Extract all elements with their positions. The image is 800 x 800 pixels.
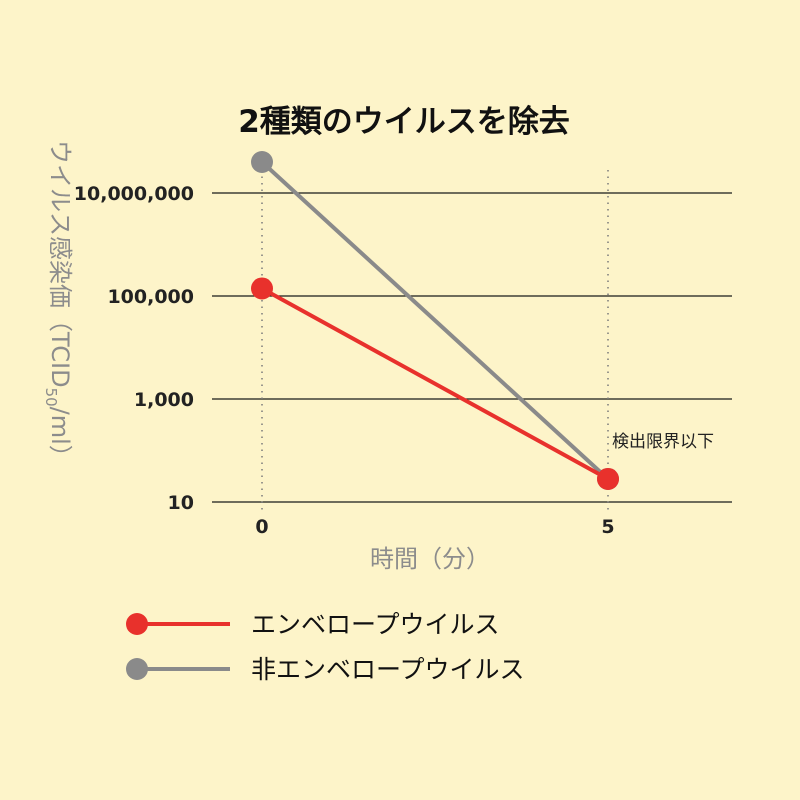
x-tick-label: 0 [255,516,268,538]
series-line-non-envelope [260,159,610,481]
legend-label-non-envelope: 非エンベロープウイルス [251,655,525,684]
y-tick-labels: 10 1,000 100,000 10,000,000 [74,183,194,514]
vertical-guides [261,170,609,510]
data-point-envelope [251,277,273,300]
series-lines [260,159,610,481]
legend-label-envelope: エンベロープウイルス [251,610,500,639]
y-axis-label: ウイルス感染価（TCID50/ml） [42,140,74,469]
series-line-envelope [260,286,610,481]
series-markers [251,150,619,490]
y-tick-label: 1,000 [134,389,194,411]
chart-title: 2種類のウイルスを除去 [238,104,570,140]
legend-item-envelope: エンベロープウイルス [126,610,500,639]
legend: エンベロープウイルス 非エンベロープウイルス [126,610,525,684]
grid-lines [212,192,732,503]
x-tick-label: 5 [601,516,614,538]
y-tick-label: 10 [168,492,194,514]
legend-marker-envelope [126,613,148,635]
y-axis-label-end: /ml） [46,407,74,469]
x-axis-label: 時間（分） [370,545,490,573]
y-axis-label-subscript: 50 [42,388,60,407]
detection-limit-annotation: 検出限界以下 [612,432,714,452]
legend-item-non-envelope: 非エンベロープウイルス [126,655,525,684]
legend-marker-non-envelope [126,658,148,680]
y-tick-label: 10,000,000 [74,183,194,205]
data-point-non-envelope [251,150,273,173]
y-axis-label-main: ウイルス感染価（TCID [46,140,74,388]
y-tick-label: 100,000 [107,286,194,308]
data-point-envelope [597,467,619,490]
